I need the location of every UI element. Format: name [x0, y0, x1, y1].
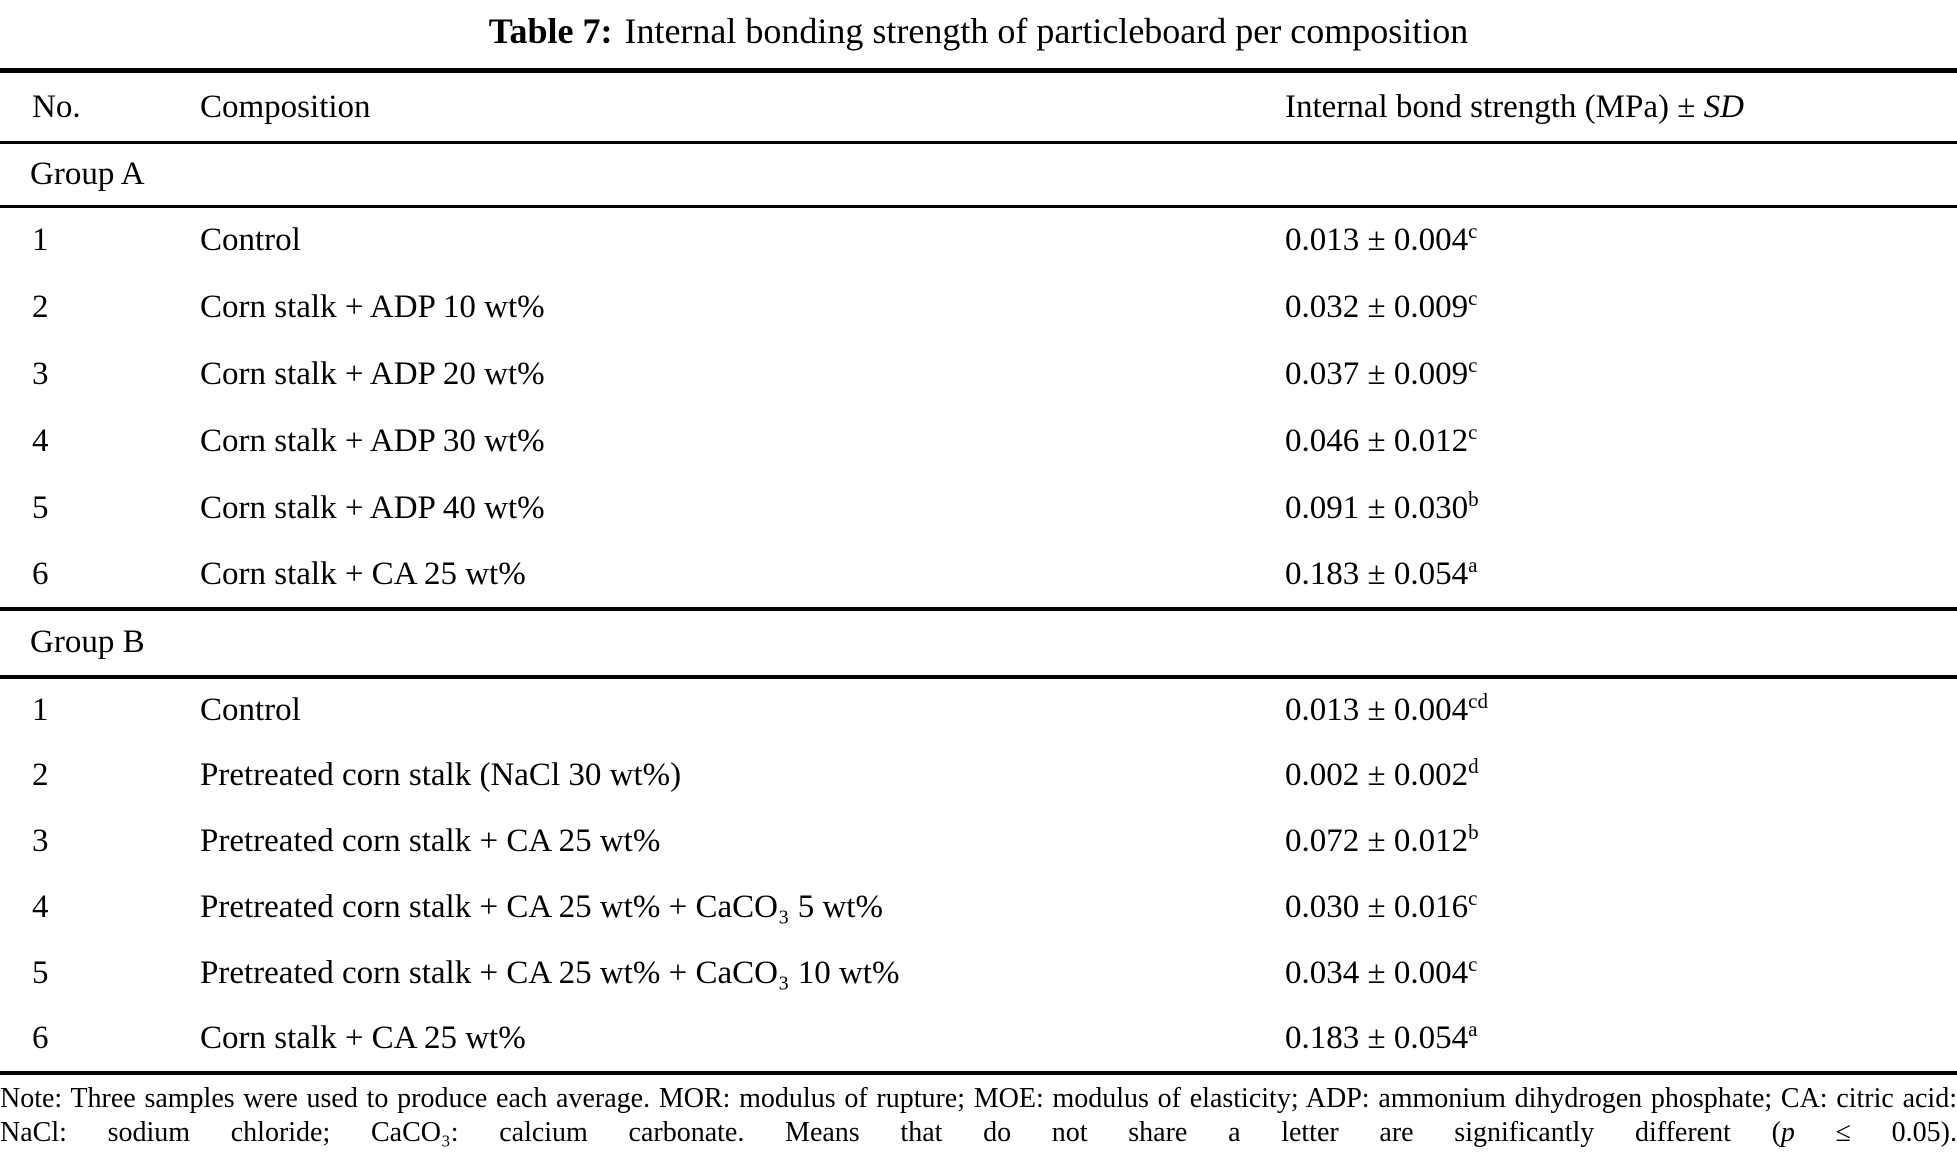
footnote-p-symbol: p — [1780, 1116, 1795, 1148]
row-value: 0.032 ± 0.009c — [1285, 274, 1957, 341]
table-row: 5 Corn stalk + ADP 40 wt% 0.091 ± 0.030b — [0, 475, 1957, 542]
row-composition: Corn stalk + ADP 30 wt% — [200, 422, 545, 459]
row-composition: Corn stalk + ADP 20 wt% — [200, 355, 545, 392]
row-value: 0.002 ± 0.002d — [1285, 743, 1957, 809]
footnote-text: Note: Three samples were used to produce… — [0, 1082, 1957, 1148]
row-no: 2 — [32, 288, 49, 325]
row-value: 0.030 ± 0.016c — [1285, 875, 1957, 941]
header-strength-prefix: Internal bond strength (MPa) ± — [1285, 88, 1704, 125]
value-text: 0.013 ± 0.004 — [1285, 692, 1469, 728]
row-no: 4 — [32, 889, 49, 925]
row-composition: Corn stalk + ADP 40 wt% — [200, 489, 545, 526]
table-caption-text: Internal bonding strength of particleboa… — [624, 11, 1469, 51]
group-b-header-row: Group B — [0, 608, 1957, 679]
value-text: 0.002 ± 0.002 — [1285, 757, 1469, 793]
footnote-text-end: ≤ 0.05). — [1794, 1116, 1957, 1148]
row-no: 1 — [32, 222, 49, 259]
value-text: 0.032 ± 0.009 — [1285, 288, 1469, 325]
header-no: No. — [0, 70, 200, 144]
row-composition: Control — [200, 222, 301, 259]
value-text: 0.030 ± 0.016 — [1285, 889, 1469, 925]
table-row: 1 Control 0.013 ± 0.004cd — [0, 677, 1957, 743]
row-composition: Pretreated corn stalk + CA 25 wt% + CaCO… — [200, 955, 900, 991]
row-value: 0.046 ± 0.012c — [1285, 408, 1957, 475]
significance-letter: b — [1468, 486, 1479, 511]
value-text: 0.046 ± 0.012 — [1285, 422, 1469, 459]
row-value: 0.072 ± 0.012b — [1285, 809, 1957, 875]
table-row: 6 Corn stalk + CA 25 wt% 0.183 ± 0.054a — [0, 541, 1957, 611]
header-strength-sd: SD — [1703, 88, 1744, 125]
group-a-label: Group A — [0, 142, 1957, 208]
significance-letter: a — [1468, 1017, 1478, 1041]
significance-letter: b — [1468, 820, 1479, 844]
row-no: 5 — [32, 955, 49, 991]
table-row: 4 Pretreated corn stalk + CA 25 wt% + Ca… — [0, 875, 1957, 941]
results-table: No. Composition Internal bond strength (… — [0, 68, 1957, 1075]
row-value: 0.013 ± 0.004c — [1285, 207, 1957, 274]
table-row: 2 Pretreated corn stalk (NaCl 30 wt%) 0.… — [0, 743, 1957, 809]
row-no: 6 — [0, 541, 200, 611]
significance-letter: c — [1468, 419, 1478, 444]
table-row: 5 Pretreated corn stalk + CA 25 wt% + Ca… — [0, 941, 1957, 1007]
row-value: 0.034 ± 0.004c — [1285, 941, 1957, 1007]
significance-letter: c — [1468, 886, 1478, 910]
significance-letter: a — [1468, 552, 1478, 577]
row-composition: Pretreated corn stalk + CA 25 wt% + CaCO… — [200, 889, 883, 925]
row-no: 3 — [32, 355, 49, 392]
row-no: 2 — [32, 757, 49, 793]
group-a-header-row: Group A — [0, 142, 1957, 208]
significance-letter: d — [1468, 754, 1479, 778]
row-composition: Corn stalk + CA 25 wt% — [200, 1006, 1285, 1075]
table-header-row: No. Composition Internal bond strength (… — [0, 70, 1957, 144]
row-value: 0.183 ± 0.054a — [1285, 1006, 1957, 1075]
table-row: 3 Pretreated corn stalk + CA 25 wt% 0.07… — [0, 809, 1957, 875]
table-row: 4 Corn stalk + ADP 30 wt% 0.046 ± 0.012c — [0, 408, 1957, 475]
row-value: 0.013 ± 0.004cd — [1285, 677, 1957, 743]
row-value: 0.037 ± 0.009c — [1285, 341, 1957, 408]
row-value: 0.183 ± 0.054a — [1285, 541, 1957, 611]
table-row: 1 Control 0.013 ± 0.004c — [0, 207, 1957, 274]
table-caption: Table 7: Internal bonding strength of par… — [0, 0, 1957, 68]
table-row: 6 Corn stalk + CA 25 wt% 0.183 ± 0.054a — [0, 1006, 1957, 1075]
row-composition: Corn stalk + ADP 10 wt% — [200, 288, 545, 325]
row-no: 4 — [32, 422, 49, 459]
table-caption-label: Table 7: — [488, 11, 613, 51]
row-composition: Pretreated corn stalk + CA 25 wt% — [200, 823, 661, 859]
row-composition: Control — [200, 692, 301, 728]
value-text: 0.034 ± 0.004 — [1285, 955, 1469, 991]
row-no: 5 — [32, 489, 49, 526]
row-composition: Corn stalk + CA 25 wt% — [200, 541, 1285, 611]
table-row: 3 Corn stalk + ADP 20 wt% 0.037 ± 0.009c — [0, 341, 1957, 408]
significance-letter: c — [1468, 285, 1478, 310]
value-text: 0.013 ± 0.004 — [1285, 222, 1469, 259]
value-text: 0.072 ± 0.012 — [1285, 823, 1469, 859]
value-text: 0.183 ± 0.054 — [1285, 555, 1469, 592]
row-no: 3 — [32, 823, 49, 859]
value-text: 0.183 ± 0.054 — [1285, 1020, 1469, 1056]
row-value: 0.091 ± 0.030b — [1285, 475, 1957, 542]
significance-letter: c — [1468, 952, 1478, 976]
header-composition: Composition — [200, 70, 1285, 144]
row-composition: Pretreated corn stalk (NaCl 30 wt%) — [200, 757, 682, 793]
header-strength: Internal bond strength (MPa) ± SD — [1285, 70, 1957, 144]
significance-letter: c — [1468, 352, 1478, 377]
table-footnote: Note: Three samples were used to produce… — [0, 1075, 1957, 1150]
significance-letter: cd — [1468, 689, 1488, 713]
row-no: 6 — [0, 1006, 200, 1075]
group-b-label: Group B — [0, 608, 1957, 679]
significance-letter: c — [1468, 219, 1478, 244]
value-text: 0.037 ± 0.009 — [1285, 355, 1469, 392]
table-row: 2 Corn stalk + ADP 10 wt% 0.032 ± 0.009c — [0, 274, 1957, 341]
value-text: 0.091 ± 0.030 — [1285, 489, 1469, 526]
row-no: 1 — [32, 692, 49, 728]
